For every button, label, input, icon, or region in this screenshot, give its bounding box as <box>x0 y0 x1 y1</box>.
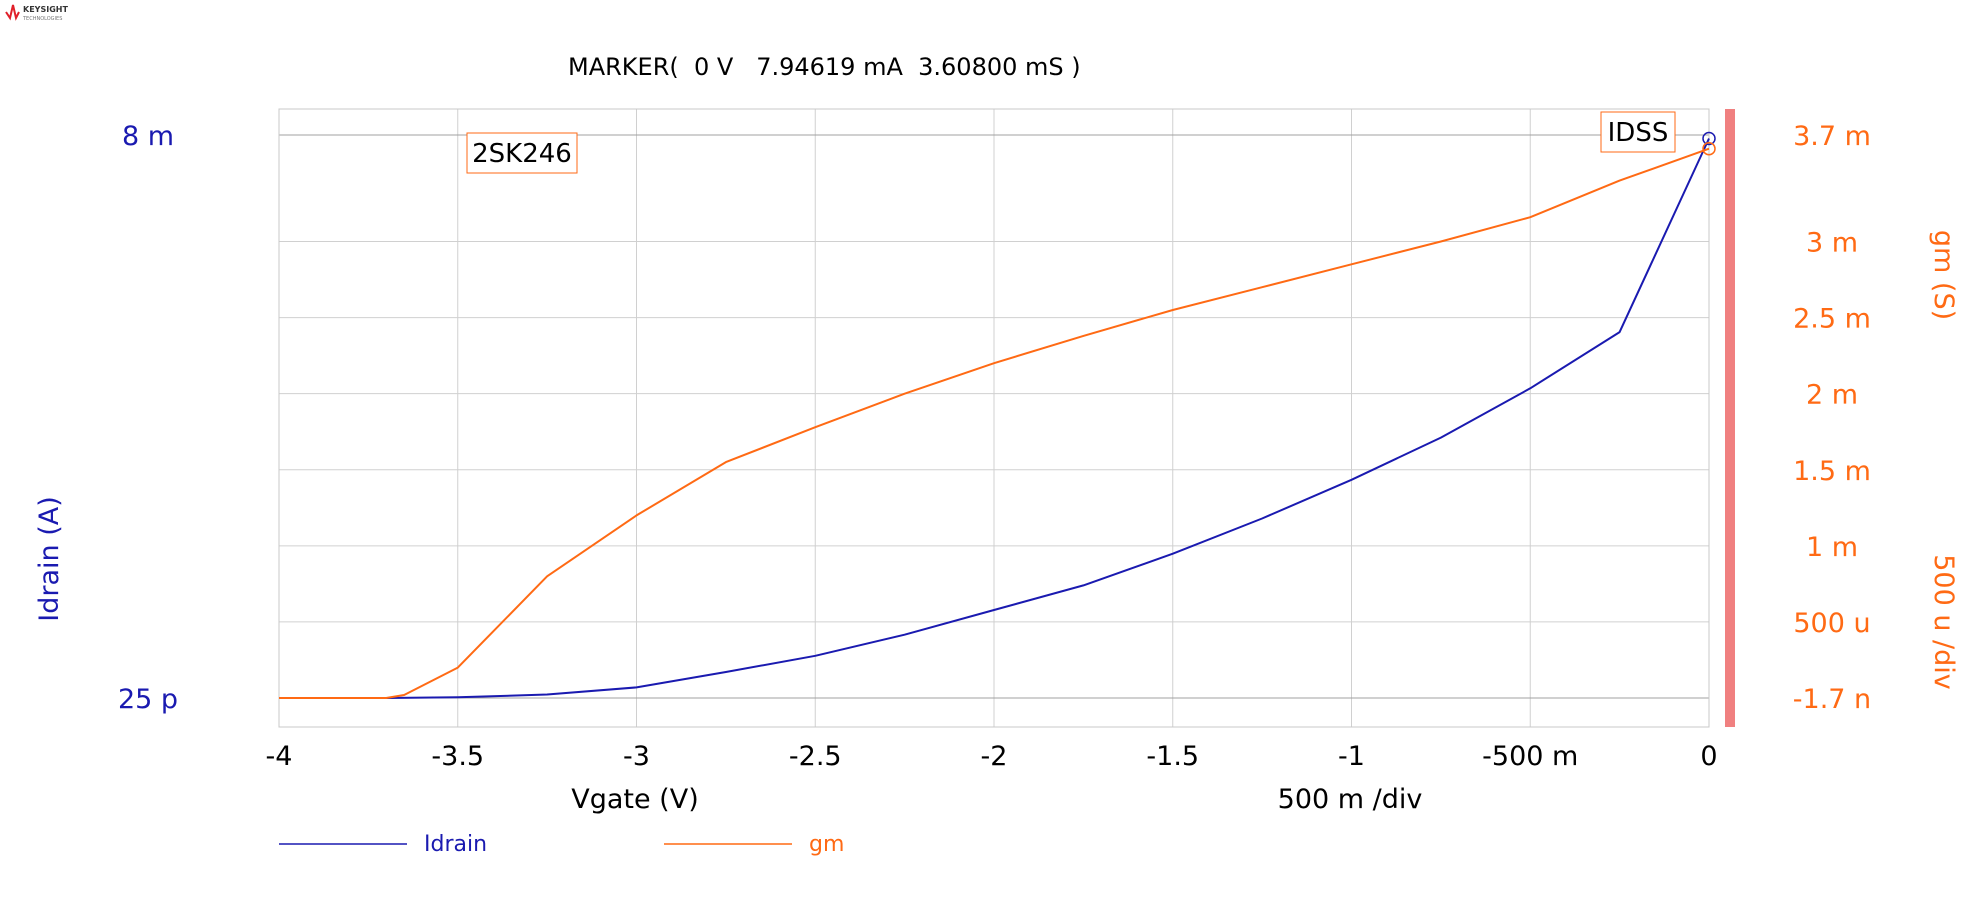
y-right-tick-label: 3.7 m <box>1793 121 1871 152</box>
y-right-tick-label: 3 m <box>1806 228 1858 259</box>
brand-name: KEYSIGHT <box>23 5 68 14</box>
y-right-tick-label: 2 m <box>1806 380 1858 411</box>
x-div-label: 500 m /div <box>1278 784 1423 815</box>
x-tick-label: -2.5 <box>789 741 842 772</box>
x-tick-labels: -4 -3.5 -3 -2.5 -2 -1.5 -1 -500 m 0 <box>266 741 1718 772</box>
y-right-tick-label: 1.5 m <box>1793 456 1871 487</box>
x-tick-label: -3.5 <box>431 741 484 772</box>
grid <box>278 109 1710 727</box>
device-annotation-box <box>466 132 578 174</box>
x-tick-label: -4 <box>266 741 293 772</box>
marker-point-gm[interactable] <box>1702 141 1716 156</box>
idss-annotation-box <box>1600 111 1676 153</box>
x-tick-label: -1 <box>1338 741 1365 772</box>
y-left-tick-labels: 8 m 25 p <box>118 121 178 715</box>
y-right-axis-label: gm (S) <box>1928 230 1959 320</box>
marker-point-idrain[interactable] <box>1702 131 1716 146</box>
x-tick-label: -1.5 <box>1146 741 1199 772</box>
legend-label-gm: gm <box>809 832 844 857</box>
idss-annotation-text: IDSS <box>1608 118 1669 148</box>
legend-label-idrain: Idrain <box>424 832 487 857</box>
x-tick-label: -3 <box>623 741 650 772</box>
y-right-div-label: 500 u /div <box>1928 554 1959 690</box>
series-line-idrain <box>279 138 1710 699</box>
logo: KEYSIGHT TECHNOLOGIES <box>5 4 68 22</box>
marker-readout: MARKER( 0 V 7.94619 mA 3.60800 mS ) <box>568 53 1081 81</box>
series-line-gm <box>279 147 1710 699</box>
y-right-tick-label: 1 m <box>1806 532 1858 563</box>
idss-annotation: IDSS <box>1600 111 1676 153</box>
y-right-tick-label: 500 u <box>1793 608 1870 639</box>
x-axis-label: Vgate (V) <box>571 784 698 815</box>
y-left-tick-label: 25 p <box>118 684 178 715</box>
y-right-tick-label: -1.7 n <box>1793 684 1871 715</box>
x-tick-label: -500 m <box>1482 741 1578 772</box>
keysight-wave-icon <box>5 4 20 21</box>
legend: Idrain gm <box>279 832 844 857</box>
device-annotation-text: 2SK246 <box>472 139 572 169</box>
y-right-tick-label: 2.5 m <box>1793 304 1871 335</box>
y-left-axis-label: Idrain (A) <box>34 496 65 621</box>
x-tick-label: -2 <box>981 741 1008 772</box>
y-right-tick-labels: 3.7 m 3 m 2.5 m 2 m 1.5 m 1 m 500 u -1.7 n <box>1793 121 1871 715</box>
y-left-tick-label: 8 m <box>122 121 174 152</box>
vertical-scrollbar[interactable] <box>1725 109 1735 727</box>
x-tick-label: 0 <box>1700 741 1717 772</box>
device-annotation: 2SK246 <box>466 132 578 174</box>
brand-subtitle: TECHNOLOGIES <box>22 16 62 22</box>
series-group <box>279 131 1716 699</box>
plot-frame <box>278 108 1710 728</box>
